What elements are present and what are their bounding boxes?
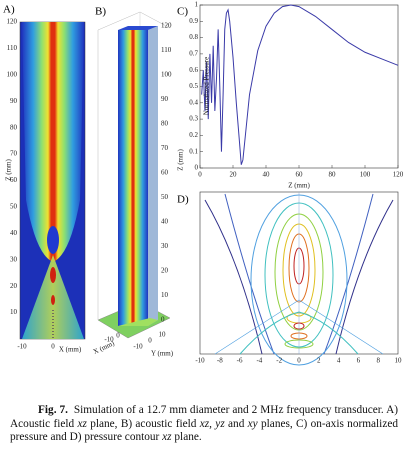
tick-label: 90	[161, 95, 169, 103]
x-tick-label: 120	[393, 171, 404, 179]
y-tick-label: 0.4	[189, 98, 198, 106]
tick-label: 0	[297, 357, 301, 365]
tick-label: 60	[10, 176, 18, 184]
tick-label: 60	[161, 169, 169, 177]
tick-label: 10	[161, 291, 169, 299]
caption-text: xz	[77, 417, 87, 430]
y-tick-label: 0.7	[189, 50, 198, 58]
tick-label: -10	[17, 343, 27, 351]
panel-a-field	[19, 21, 86, 340]
panel-c: 0 0.1 0.2 0.3 0.4 0.5 0.6 0.7 0.8 0.9 1 0 20 40 60 80 10…	[189, 1, 404, 179]
x-tick-label: 20	[230, 171, 238, 179]
tick-label: 30	[10, 255, 18, 263]
y-tick-label: 0.5	[189, 82, 198, 90]
tick-label: 10	[10, 308, 18, 316]
data-line	[201, 4, 399, 165]
tick-label: -10	[133, 343, 143, 351]
tick-label: 80	[10, 123, 18, 131]
tick-label: 40	[161, 218, 169, 226]
axis-label: Z (mm)	[288, 182, 310, 190]
panel-label: D)	[177, 194, 189, 206]
tick-label: -10	[104, 336, 114, 344]
panel-d-contours	[199, 191, 399, 366]
tick-label: 100	[161, 71, 172, 79]
tick-label: 20	[161, 267, 169, 275]
x-tick-label: 40	[263, 171, 271, 179]
y-tick-label: 1	[195, 1, 199, 9]
caption-text: xy	[247, 417, 258, 430]
y-tick-label: 0.2	[189, 131, 198, 139]
tick-label: -2	[276, 357, 282, 365]
tick-label: 70	[10, 150, 18, 158]
tick-label: 70	[161, 144, 169, 152]
tick-label: 40	[10, 229, 18, 237]
caption-text: plane, B) acoustic field	[86, 417, 200, 430]
y-tick-label: 0.6	[189, 66, 198, 74]
caption-text: plane.	[171, 431, 202, 443]
tick-label: 100	[7, 70, 18, 78]
tick-label: -4	[256, 357, 262, 365]
axis-label: Normalized Pressure	[203, 57, 211, 116]
panel-label: C)	[177, 6, 188, 18]
caption-text: planes, C) on-axis normalized pressure a…	[10, 417, 398, 444]
tick-label: 110	[161, 46, 172, 54]
caption-text: xz, yz	[199, 417, 225, 430]
axis-label: Y (mm)	[151, 350, 174, 358]
tick-label: 120	[161, 22, 172, 30]
x-tick-label: 100	[360, 171, 371, 179]
panel-label: B)	[95, 6, 106, 18]
axis-label: Z (mm)	[5, 159, 13, 181]
x-tick-label: 60	[296, 171, 304, 179]
y-tick-label: 0	[195, 164, 199, 172]
y-tick-label: 0.3	[189, 115, 198, 123]
x-tick-label: 0	[198, 171, 202, 179]
tick-label: -8	[217, 357, 223, 365]
tick-label: 20	[10, 282, 18, 290]
caption-text: Simulation of a 12.7 mm diameter and 2 M…	[10, 404, 398, 430]
y-tick-label: 0.9	[189, 17, 198, 25]
tick-label: 0	[116, 332, 120, 340]
tick-label: 50	[10, 203, 18, 211]
caption-text: and	[224, 417, 248, 430]
tick-label: 90	[10, 97, 18, 105]
y-tick-label: 0.1	[189, 147, 198, 155]
tick-label: 0	[148, 337, 152, 345]
tick-label: -6	[237, 357, 243, 365]
tick-label: 6	[357, 357, 361, 365]
axis-label: X (mm)	[59, 346, 82, 354]
axis-label: Z (mm)	[177, 149, 185, 171]
caption: Fig. 7. Simulation of a 12.7 mm diameter…	[10, 404, 398, 445]
panel-b-field	[97, 11, 171, 339]
tick-label: 10	[395, 357, 403, 365]
panel-label: A)	[3, 4, 15, 16]
caption-label: Fig. 7.	[38, 404, 68, 416]
tick-label: 110	[7, 44, 18, 52]
caption-text: xz	[162, 431, 172, 443]
tick-label: 50	[161, 193, 169, 201]
figure: A) Z (mm) X (mm) B) Z (mm) X (mm) Y (mm)…	[3, 1, 404, 366]
tick-label: 10	[159, 331, 167, 339]
tick-label: -10	[195, 357, 205, 365]
tick-label: 0	[51, 343, 55, 351]
x-tick-label: 80	[329, 171, 337, 179]
tick-label: 80	[161, 120, 169, 128]
tick-label: 120	[7, 18, 18, 26]
tick-label: 2	[317, 357, 321, 365]
tick-label: 0	[161, 316, 165, 324]
tick-label: 8	[376, 357, 380, 365]
tick-label: 30	[161, 242, 169, 250]
tick-label: 4	[337, 357, 341, 365]
y-tick-label: 0.8	[189, 33, 198, 41]
